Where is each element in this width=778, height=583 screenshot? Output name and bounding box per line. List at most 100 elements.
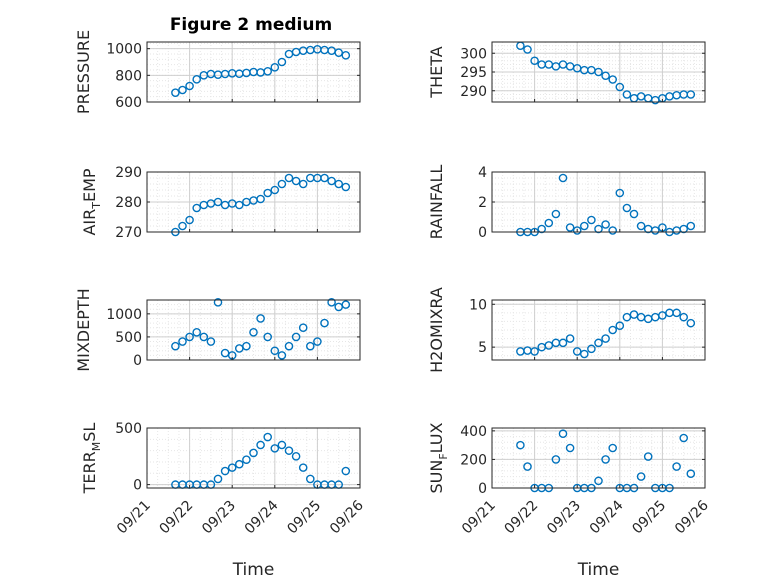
data-point [565, 334, 575, 343]
data-point [277, 440, 287, 450]
data-point [601, 71, 610, 81]
x-tick-label: 09/25 [629, 498, 669, 538]
y-axis-label: SUNFLUX [427, 422, 450, 493]
data-point [291, 332, 301, 342]
x-tick-label: 09/22 [157, 498, 197, 538]
data-point [679, 433, 689, 443]
x-tick-label: 09/25 [284, 498, 324, 538]
data-point [523, 462, 532, 471]
data-point [242, 341, 251, 351]
y-tick-label: 270 [115, 225, 142, 241]
x-tick-label: 09/24 [587, 497, 627, 537]
x-axis-label: Time [232, 560, 275, 580]
axes-box [146, 427, 361, 489]
data-point [256, 194, 265, 204]
y-axis-label: H2OMIXRA [427, 287, 446, 373]
data-point [256, 440, 265, 450]
y-tick-label: 1000 [106, 307, 142, 323]
y-tick-label: 500 [115, 421, 142, 437]
axes-box [146, 299, 361, 361]
data-point [270, 346, 280, 356]
axes-box [491, 427, 706, 489]
data-point [284, 173, 294, 183]
y-tick-label: 0 [133, 478, 142, 494]
data-point [298, 179, 308, 189]
data-point [572, 226, 582, 235]
data-point [185, 81, 194, 91]
axes-box [146, 41, 361, 103]
data-point [629, 310, 639, 319]
data-point [544, 341, 554, 350]
data-point [263, 332, 273, 342]
figure-title: Figure 2 medium [170, 15, 332, 35]
data-point [298, 323, 308, 332]
data-point [263, 432, 273, 442]
data-point [594, 67, 603, 77]
data-point [544, 218, 554, 228]
data-point [270, 63, 280, 72]
data-point [291, 452, 301, 461]
data-point [270, 185, 280, 195]
data-point [277, 57, 287, 67]
data-point [615, 321, 625, 331]
y-axis-label: MIXDEPTH [74, 288, 93, 371]
y-tick-label: 2 [478, 195, 487, 211]
data-point [516, 440, 525, 450]
data-point [679, 312, 689, 322]
data-point [242, 455, 251, 464]
y-axis-label: AIRTEMP [80, 168, 103, 235]
subplot-2: 290 295 300 THETA [427, 41, 706, 105]
subplot-6: 5 10 H2OMIXRA [427, 287, 706, 373]
data-point [608, 443, 618, 453]
x-tick-label: 09/23 [199, 498, 239, 538]
data-point [178, 337, 187, 346]
data-point [213, 474, 223, 484]
subplot-4: 0 2 4 RAINFALL [427, 165, 706, 241]
data-point [551, 455, 561, 464]
y-tick-label: 4 [478, 165, 487, 181]
data-point [615, 82, 625, 92]
data-point [608, 75, 618, 84]
data-point [313, 337, 322, 346]
y-tick-label: 280 [115, 195, 142, 211]
data-point [320, 173, 329, 183]
data-point [192, 203, 201, 213]
data-point [537, 224, 547, 234]
data-point [672, 308, 681, 318]
data-point [213, 298, 223, 307]
y-axis-label: THETA [427, 46, 446, 98]
y-tick-label: 290 [115, 165, 142, 181]
data-point [622, 312, 632, 322]
data-point [601, 220, 610, 229]
data-point [587, 215, 596, 225]
data-point [341, 51, 351, 60]
y-tick-label: 800 [115, 68, 142, 84]
data-point [558, 338, 568, 348]
y-tick-label: 5 [478, 340, 487, 356]
data-point [580, 349, 589, 359]
data-point [227, 463, 237, 472]
y-axis-label: PRESSURE [74, 30, 93, 114]
data-point [277, 179, 287, 189]
data-point [601, 455, 610, 464]
data-point [171, 341, 180, 351]
data-point [580, 221, 589, 231]
data-point [305, 474, 315, 484]
x-tick-label: 09/24 [242, 497, 282, 537]
subplot-8: 0 200 400 09/21 09/22 09/23 09/24 09/25 09/26 SUN… [427, 422, 712, 580]
data-point [587, 344, 596, 354]
y-tick-label: 200 [460, 452, 487, 468]
data-point [686, 90, 696, 99]
data-point [636, 221, 646, 231]
y-axis-label: TERRMSL [80, 423, 103, 495]
subplot-3: 270 280 290 AIRTEMP [80, 165, 361, 241]
x-tick-label: 09/26 [672, 497, 712, 537]
y-tick-label: 600 [115, 95, 142, 111]
data-point [206, 337, 216, 346]
x-tick-label: 09/21 [459, 498, 499, 538]
data-point [327, 298, 336, 307]
data-point [658, 311, 667, 320]
data-point [572, 347, 582, 356]
data-point [284, 341, 294, 351]
